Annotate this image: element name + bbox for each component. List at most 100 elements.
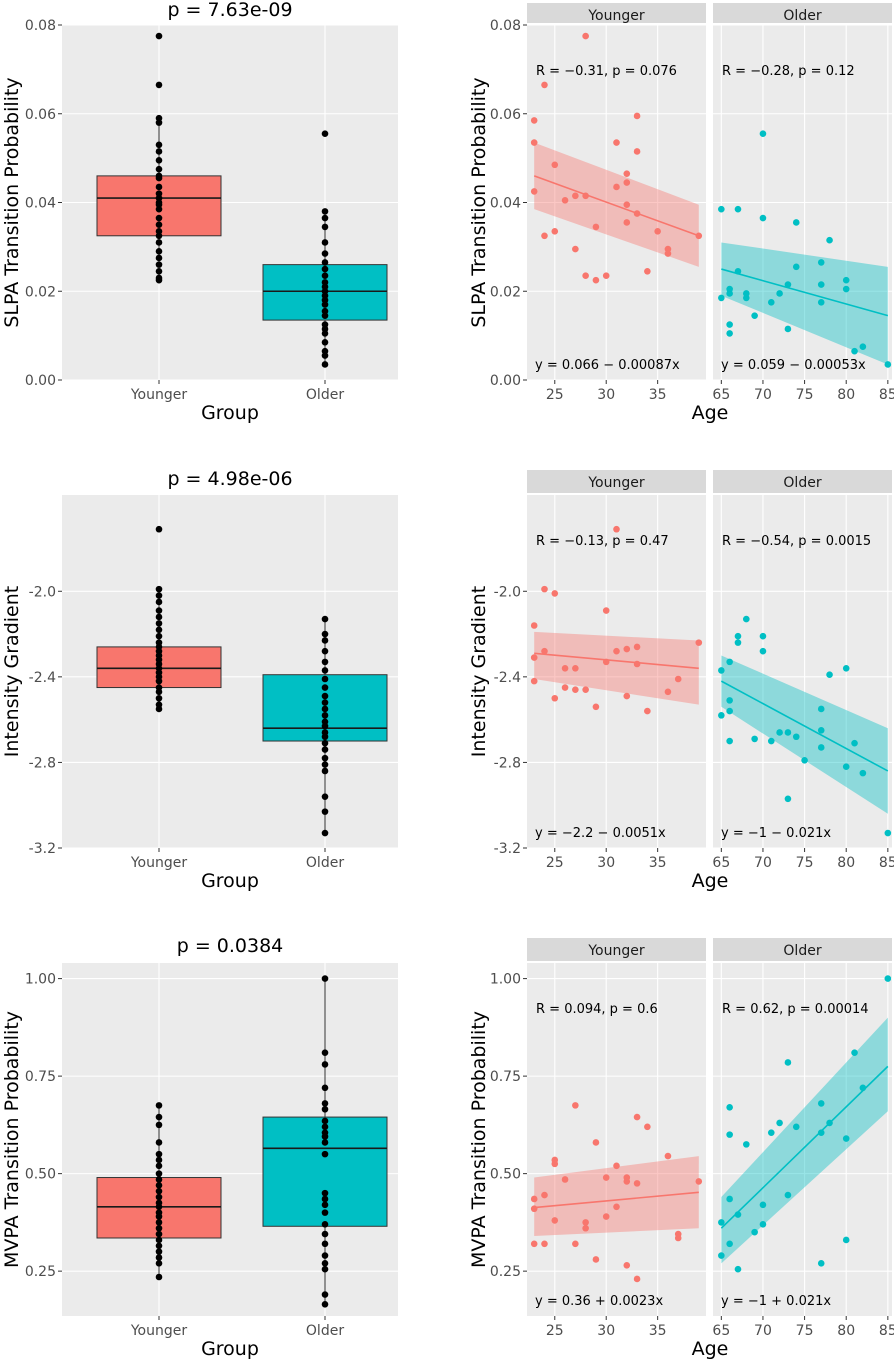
data-point bbox=[321, 361, 329, 368]
data-point bbox=[561, 1176, 569, 1183]
data-point bbox=[155, 1236, 163, 1244]
data-point bbox=[592, 703, 600, 711]
data-point bbox=[623, 1261, 631, 1269]
data-point bbox=[613, 183, 620, 191]
data-point bbox=[321, 767, 329, 775]
data-point bbox=[674, 675, 682, 683]
data-point bbox=[817, 281, 825, 288]
confidence-band bbox=[721, 242, 888, 365]
data-point bbox=[155, 1150, 163, 1158]
data-point bbox=[784, 281, 792, 288]
data-point bbox=[718, 1219, 725, 1226]
data-point bbox=[155, 1219, 163, 1226]
data-point bbox=[767, 299, 775, 306]
data-point bbox=[541, 1240, 548, 1248]
data-point bbox=[602, 272, 610, 280]
data-point bbox=[155, 183, 163, 191]
data-point bbox=[759, 1221, 767, 1228]
data-point bbox=[859, 343, 867, 351]
data-point bbox=[784, 1191, 792, 1199]
data-point bbox=[541, 1191, 548, 1199]
data-point bbox=[842, 1135, 850, 1142]
data-point bbox=[155, 174, 163, 182]
y-tick-label: 0.25 bbox=[25, 1264, 56, 1280]
data-point bbox=[572, 686, 579, 693]
data-point bbox=[321, 1123, 329, 1131]
data-point bbox=[623, 692, 631, 700]
facet-younger: Younger 25 30 35 R = −0.13, p = 0.47 y = −2.2… bbox=[527, 470, 706, 871]
x-tick-label: 30 bbox=[597, 387, 615, 403]
data-point bbox=[321, 352, 329, 359]
data-point bbox=[776, 729, 783, 736]
data-point bbox=[633, 643, 641, 651]
data-point bbox=[842, 1236, 850, 1244]
data-point bbox=[155, 165, 163, 173]
data-point bbox=[321, 699, 329, 706]
data-point bbox=[664, 688, 672, 696]
data-point bbox=[602, 1213, 610, 1220]
data-point bbox=[321, 1105, 329, 1113]
data-point bbox=[644, 707, 651, 715]
data-point bbox=[572, 664, 579, 672]
x-tick-label: 35 bbox=[649, 855, 667, 871]
data-point bbox=[321, 647, 329, 655]
data-point bbox=[751, 1228, 758, 1236]
x-tick-label: 75 bbox=[796, 1323, 814, 1339]
data-point bbox=[155, 157, 163, 164]
data-point bbox=[572, 1102, 579, 1109]
data-point bbox=[623, 179, 631, 186]
data-point bbox=[561, 196, 569, 204]
equation-annotation: y = −2.2 − 0.0051x bbox=[535, 826, 666, 841]
data-point bbox=[321, 1230, 329, 1238]
x-axis-label: Age bbox=[692, 870, 729, 892]
data-point bbox=[551, 694, 559, 702]
facet-strip bbox=[713, 938, 892, 961]
data-point bbox=[726, 1240, 733, 1248]
correlation-annotation: R = 0.62, p = 0.00014 bbox=[722, 1002, 869, 1017]
x-tick-label: 80 bbox=[837, 387, 855, 403]
confidence-band bbox=[534, 1156, 699, 1237]
data-point bbox=[572, 1240, 579, 1248]
data-point bbox=[155, 1113, 163, 1121]
y-tick-label: 0.00 bbox=[25, 373, 56, 389]
data-point bbox=[155, 1242, 163, 1250]
data-point bbox=[726, 1104, 733, 1111]
data-point bbox=[734, 1265, 742, 1273]
data-point bbox=[321, 675, 329, 683]
x-tick-label: 70 bbox=[754, 1323, 772, 1339]
data-point bbox=[592, 1256, 600, 1263]
data-point bbox=[321, 1189, 329, 1197]
data-point bbox=[751, 735, 758, 743]
data-point bbox=[851, 739, 858, 747]
data-point bbox=[623, 219, 631, 226]
data-point bbox=[321, 630, 329, 638]
data-point bbox=[321, 330, 329, 337]
y-tick-label: -3.2 bbox=[29, 841, 56, 857]
data-point bbox=[551, 1160, 559, 1168]
y-tick-label: -2.8 bbox=[494, 755, 521, 771]
data-point bbox=[321, 239, 329, 246]
chart-title: p = 7.63e-09 bbox=[167, 0, 292, 21]
y-tick-label: 0.00 bbox=[490, 373, 521, 389]
y-tick-label: 0.06 bbox=[25, 107, 56, 123]
x-axis-label: Group bbox=[201, 402, 259, 424]
data-point bbox=[321, 692, 329, 700]
data-point bbox=[155, 232, 163, 240]
data-point bbox=[695, 639, 703, 646]
data-point bbox=[155, 1102, 163, 1109]
x-tick-label: 65 bbox=[712, 855, 730, 871]
y-tick-label: 0.08 bbox=[490, 18, 521, 34]
data-point bbox=[726, 1131, 733, 1138]
data-point bbox=[541, 81, 548, 89]
data-point bbox=[767, 1129, 775, 1136]
facet-older: Older 65 70 75 80 85 R = 0.62, p = 0.00014 y = … bbox=[712, 938, 894, 1339]
data-point bbox=[826, 671, 833, 679]
data-point bbox=[530, 139, 538, 146]
data-point bbox=[541, 232, 548, 240]
data-point bbox=[695, 1178, 703, 1185]
data-point bbox=[321, 667, 329, 674]
y-tick-label: 0.50 bbox=[25, 1167, 56, 1183]
box-chart-box-ig: -3.2 -2.8 -2.4 -2.0 Younger Older p = 4.98e-06… bbox=[1, 468, 398, 892]
x-tick-label: 70 bbox=[754, 855, 772, 871]
correlation-annotation: R = −0.54, p = 0.0015 bbox=[722, 534, 871, 549]
